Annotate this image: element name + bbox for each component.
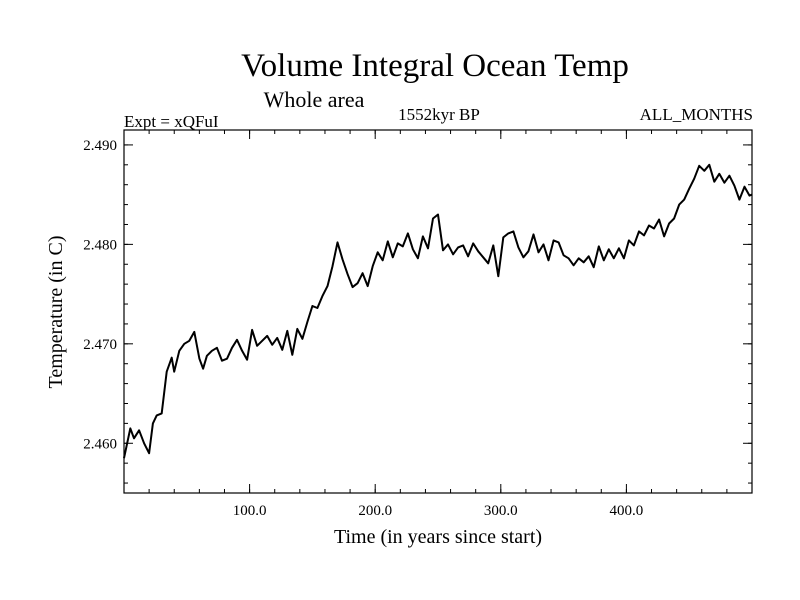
plot-frame <box>123 129 753 494</box>
axis-ticks <box>124 130 752 493</box>
x-axis-label: Time (in years since start) <box>334 526 542 548</box>
period-label: 1552kyr BP <box>398 105 480 124</box>
y-axis-label: Temperature (in C) <box>45 236 67 389</box>
x-tick-label: 400.0 <box>610 503 644 519</box>
x-tick-label: 100.0 <box>233 503 267 519</box>
experiment-label: Expt = xQFuI <box>124 112 219 131</box>
axis-tick-labels: 100.0 200.0 300.0 400.0 2.460 2.470 2.480 2.490 <box>83 138 643 519</box>
chart-title: Volume Integral Ocean Temp <box>241 48 629 84</box>
x-tick-label: 300.0 <box>484 503 518 519</box>
temperature-series-line <box>123 163 753 459</box>
y-tick-label: 2.460 <box>83 436 117 452</box>
y-tick-label: 2.480 <box>83 237 117 253</box>
x-tick-label: 200.0 <box>358 503 392 519</box>
chart-subtitle: Whole area <box>264 87 365 112</box>
months-label: ALL_MONTHS <box>640 105 753 124</box>
y-tick-label: 2.470 <box>83 337 117 353</box>
y-tick-label: 2.490 <box>83 138 117 154</box>
